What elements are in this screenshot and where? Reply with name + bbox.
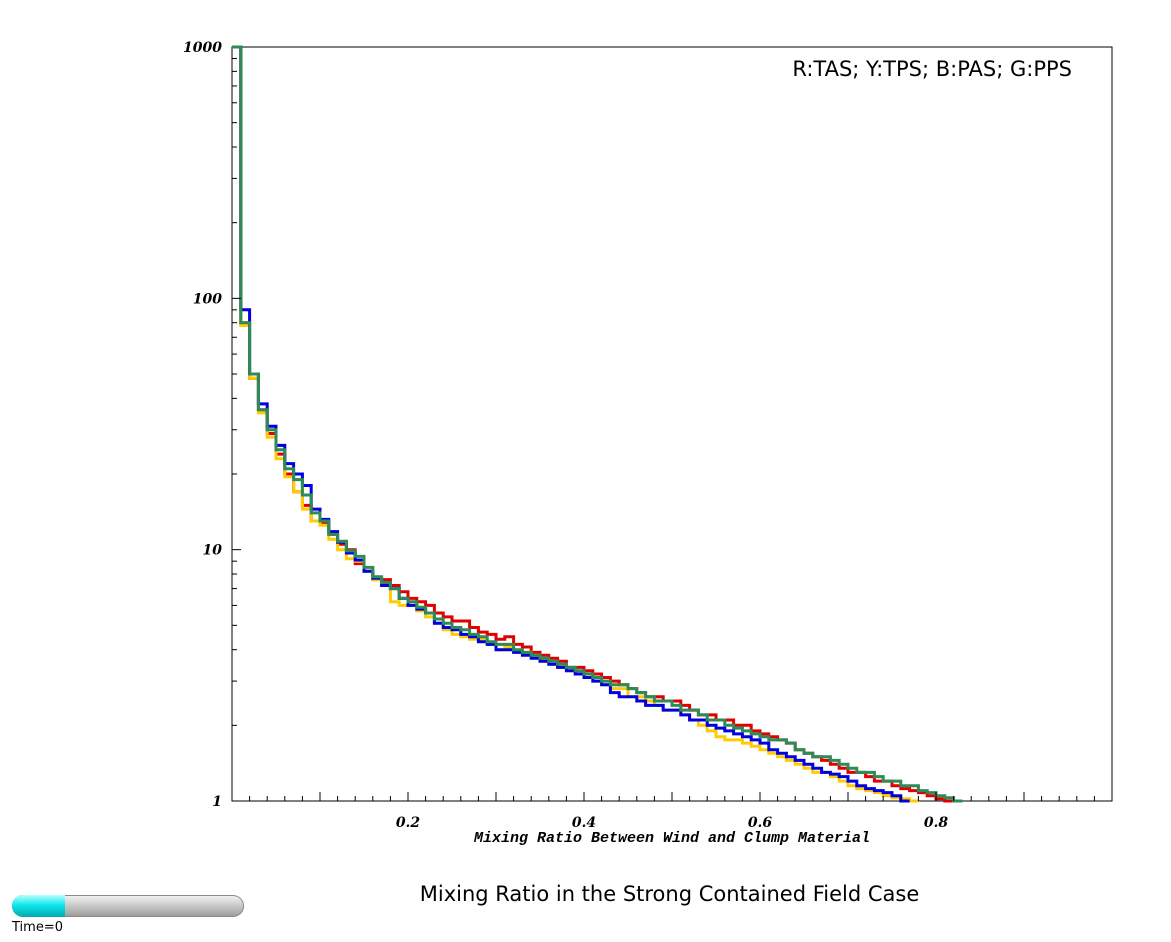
series-pas [232, 45, 910, 803]
time-slider[interactable] [12, 895, 244, 917]
y-tick-label: 1000 [183, 40, 222, 56]
y-tick-label: 10 [203, 543, 223, 559]
legend-text: R:TAS; Y:TPS; B:PAS; G:PPS [792, 57, 1072, 81]
series-tas [232, 45, 954, 803]
plot-frame [231, 46, 1113, 802]
x-tick-label: 0.8 [924, 815, 949, 831]
time-slider-fill [12, 895, 66, 917]
y-tick-layer: 1 10 100 1000 [183, 40, 241, 810]
series-layer [232, 45, 963, 803]
y-tick-label: 100 [193, 291, 222, 307]
x-axis-title: Mixing Ratio Between Wind and Clump Mate… [473, 830, 870, 847]
series-pps [232, 45, 963, 803]
y-tick-label: 1 [212, 794, 222, 810]
x-tick-label: 0.4 [572, 815, 596, 831]
time-label: Time=0 [12, 920, 63, 935]
x-tick-label: 0.2 [396, 815, 421, 831]
chart-title: Mixing Ratio in the Strong Contained Fie… [0, 882, 1171, 906]
x-tick-layer: 0.2 0.4 0.6 0.8 [249, 792, 1095, 831]
x-tick-label: 0.6 [748, 815, 773, 831]
chart-title-text: Mixing Ratio in the Strong Contained Fie… [419, 882, 920, 906]
series-tps [232, 45, 919, 803]
